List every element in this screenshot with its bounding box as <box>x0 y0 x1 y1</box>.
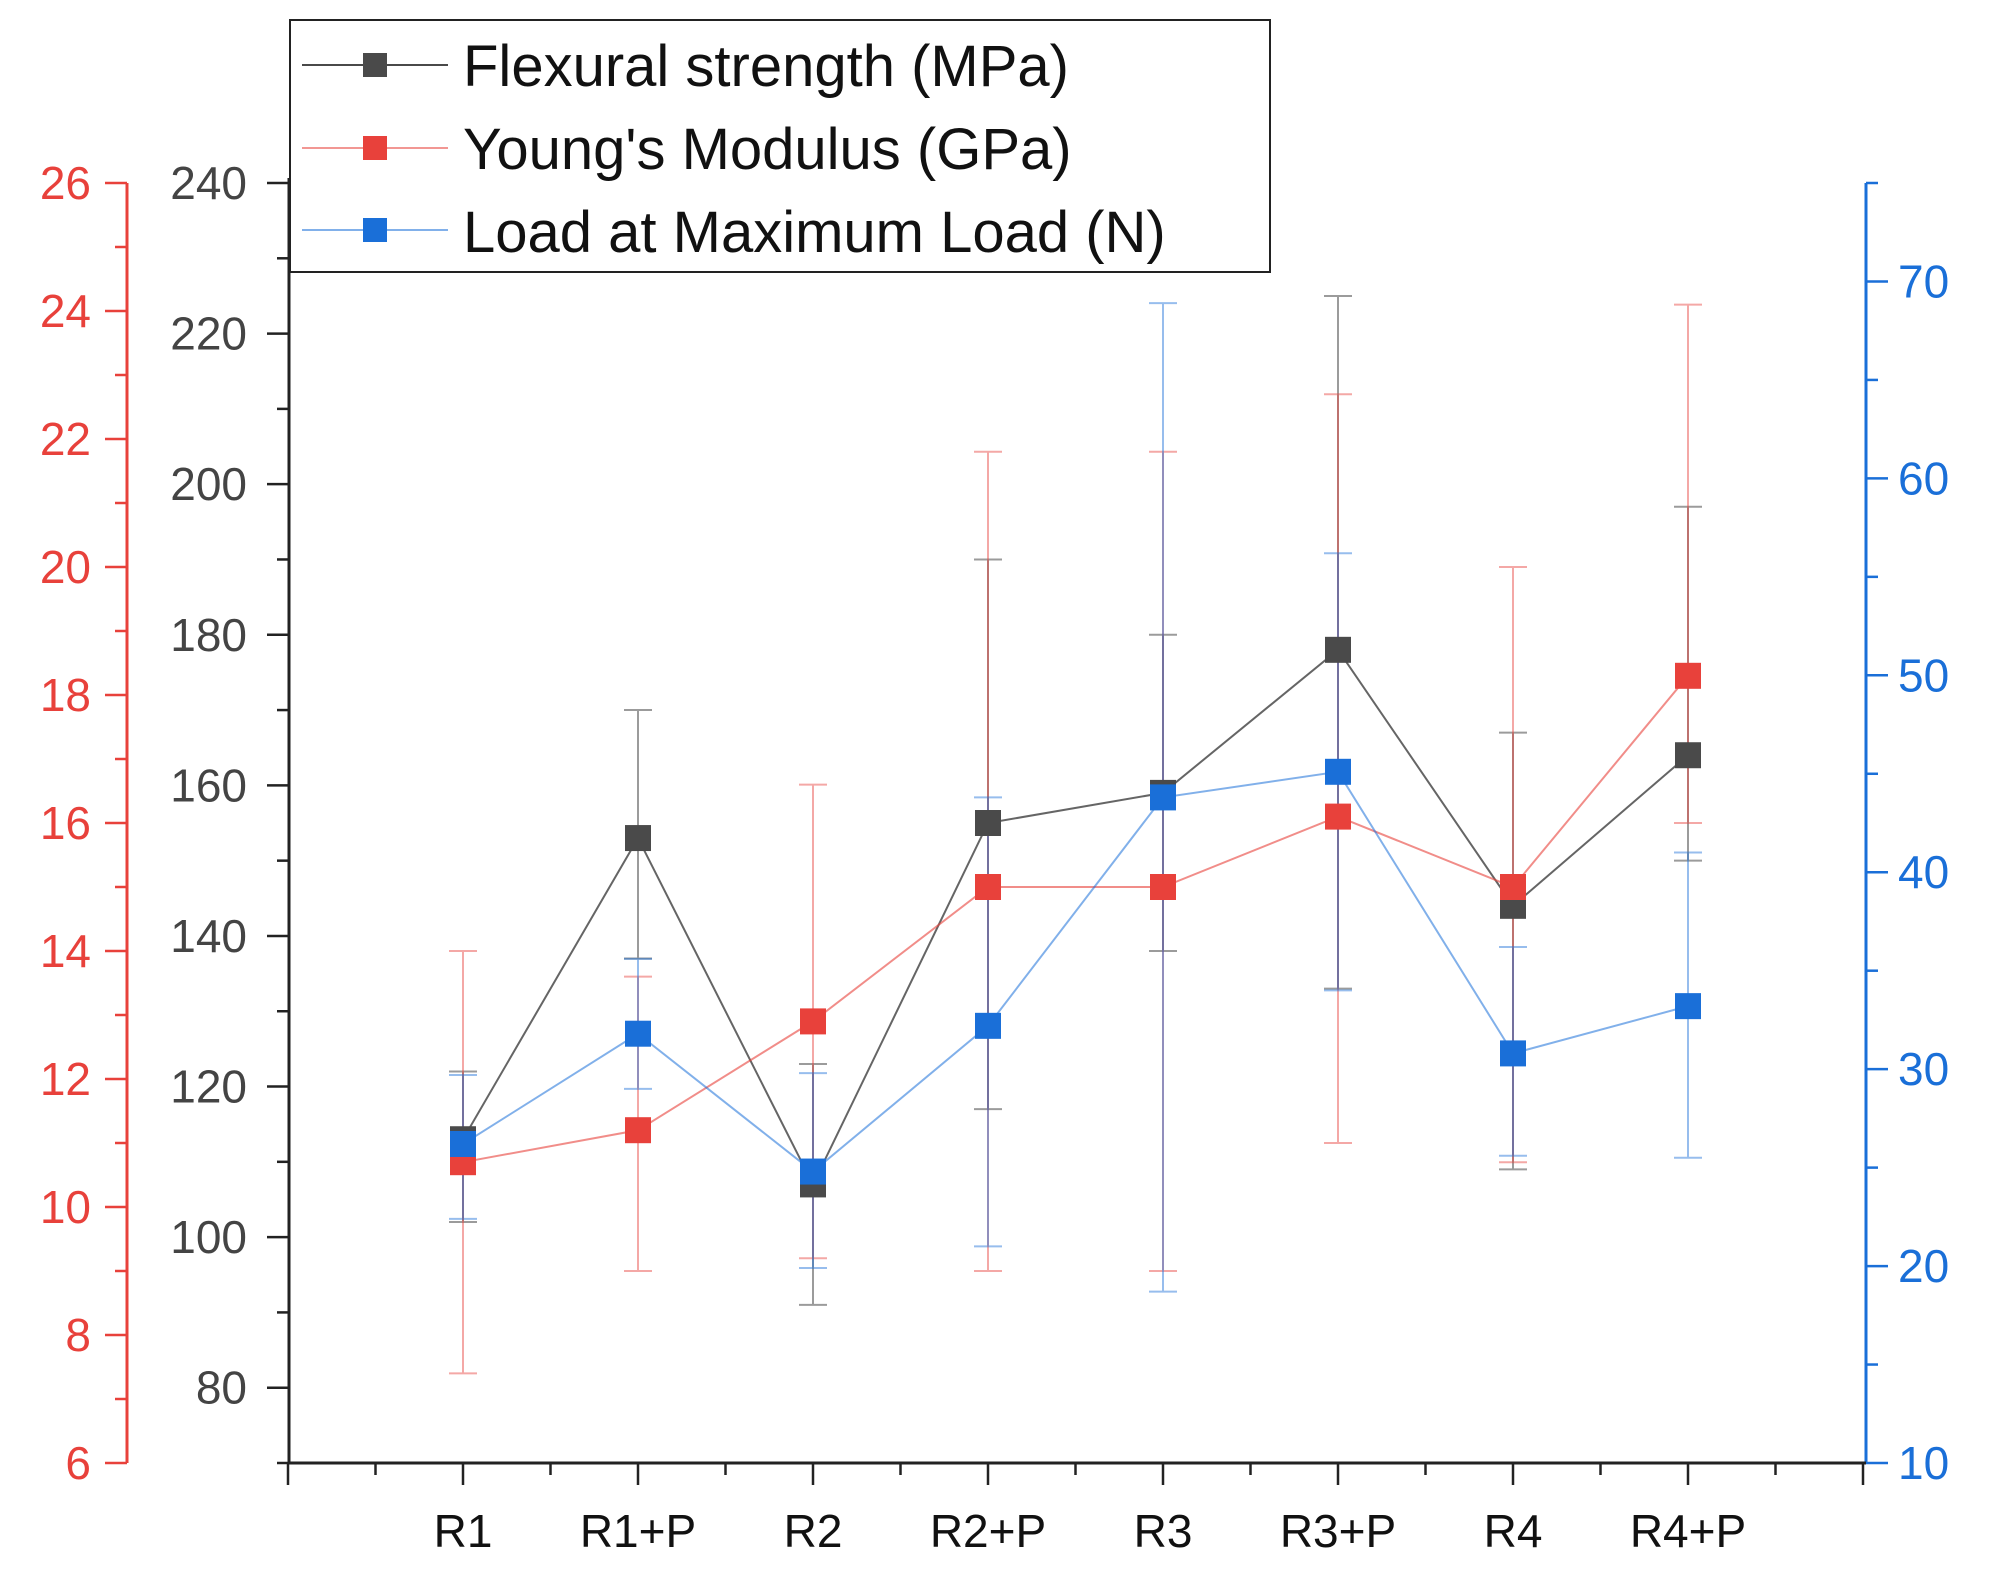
legend-label-strength: Flexural strength (MPa) <box>463 34 1069 99</box>
modulus-tick-label: 24 <box>40 285 91 337</box>
load-point <box>1150 784 1176 811</box>
modulus-point <box>1500 874 1526 900</box>
load-point <box>800 1158 826 1185</box>
legend-label-modulus: Young's Modulus (GPa) <box>463 117 1072 182</box>
strength-point <box>625 825 651 852</box>
load-point <box>1325 758 1351 785</box>
load-point <box>450 1130 476 1157</box>
strength-error-bar <box>1499 731 1527 1171</box>
load-point <box>975 1012 1001 1039</box>
modulus-point <box>800 1008 826 1035</box>
modulus-tick-label: 20 <box>40 541 91 593</box>
modulus-tick-label: 14 <box>40 925 91 977</box>
load-point <box>625 1020 651 1047</box>
legend: Flexural strength (MPa) Young's Modulus … <box>289 19 1271 273</box>
series-markers <box>450 636 1701 1198</box>
strength-point <box>1325 636 1351 663</box>
modulus-point <box>625 1117 651 1144</box>
legend-box <box>289 19 1271 273</box>
series-lines <box>462 648 1689 1187</box>
x-tick-label: R2+P <box>930 1505 1046 1557</box>
strength-tick-label: 160 <box>170 759 247 811</box>
modulus-series-line <box>462 675 1689 1164</box>
modulus-tick-label: 12 <box>40 1053 91 1105</box>
load-series-line <box>462 770 1689 1173</box>
load-tick-label: 30 <box>1898 1043 1949 1095</box>
load-tick-label: 10 <box>1898 1437 1949 1489</box>
strength-tick-label: 140 <box>170 910 247 962</box>
modulus-error-bar <box>1149 450 1177 1272</box>
x-tick-label: R1+P <box>580 1505 696 1557</box>
load-tick-label: 40 <box>1898 846 1949 898</box>
legend-label-load: Load at Maximum Load (N) <box>463 200 1166 265</box>
modulus-tick-label: 26 <box>40 157 91 209</box>
x-tick-label: R1 <box>434 1505 493 1557</box>
modulus-tick-label: 10 <box>40 1181 91 1233</box>
legend-marker-load <box>363 218 387 242</box>
modulus-tick-label: 16 <box>40 797 91 849</box>
strength-tick-label: 100 <box>170 1211 247 1263</box>
x-tick-label: R3+P <box>1280 1505 1396 1557</box>
strength-series-line <box>462 648 1689 1187</box>
strength-tick-label: 200 <box>170 458 247 510</box>
load-point <box>1500 1040 1526 1067</box>
modulus-tick-label: 18 <box>40 669 91 721</box>
legend-marker-strength <box>363 53 387 77</box>
strength-tick-label: 220 <box>170 308 247 360</box>
axes: 6 8 10 12 14 16 18 20 22 24 26 80 100 120 140 160 180 200… <box>40 157 1949 1489</box>
strength-tick-label: 180 <box>170 609 247 661</box>
modulus-point <box>1675 662 1701 689</box>
strength-point <box>975 810 1001 836</box>
strength-tick-label: 240 <box>170 157 247 209</box>
legend-item-load: Load at Maximum Load (N) <box>302 200 1166 265</box>
load-tick-label: 50 <box>1898 649 1949 701</box>
modulus-error-bar <box>974 450 1002 1272</box>
strength-tick-label: 80 <box>196 1362 247 1414</box>
strength-tick-label: 120 <box>170 1061 247 1113</box>
load-tick-label: 20 <box>1898 1240 1949 1292</box>
modulus-point <box>975 874 1001 900</box>
modulus-tick-label: 8 <box>65 1309 91 1361</box>
x-tick-label: R4 <box>1484 1505 1543 1557</box>
x-tick-label: R4+P <box>1630 1505 1746 1557</box>
modulus-tick-label: 22 <box>40 413 91 465</box>
modulus-point <box>1150 874 1176 900</box>
modulus-point <box>1325 803 1351 830</box>
legend-marker-modulus <box>363 136 387 160</box>
strength-point <box>1675 742 1701 769</box>
legend-item-flexural-strength: Flexural strength (MPa) <box>302 34 1069 99</box>
x-tick-label: R3 <box>1134 1505 1193 1557</box>
load-tick-label: 70 <box>1898 255 1949 307</box>
x-tick-label: R2 <box>784 1505 843 1557</box>
load-point <box>1675 993 1701 1020</box>
legend-item-youngs-modulus: Young's Modulus (GPa) <box>302 117 1072 182</box>
x-tick-labels: R1 R1+P R2 R2+P R3 R3+P R4 R4+P <box>434 1505 1747 1557</box>
load-tick-label: 60 <box>1898 452 1949 504</box>
modulus-error-bar <box>1674 303 1702 824</box>
modulus-tick-label: 6 <box>65 1437 91 1489</box>
